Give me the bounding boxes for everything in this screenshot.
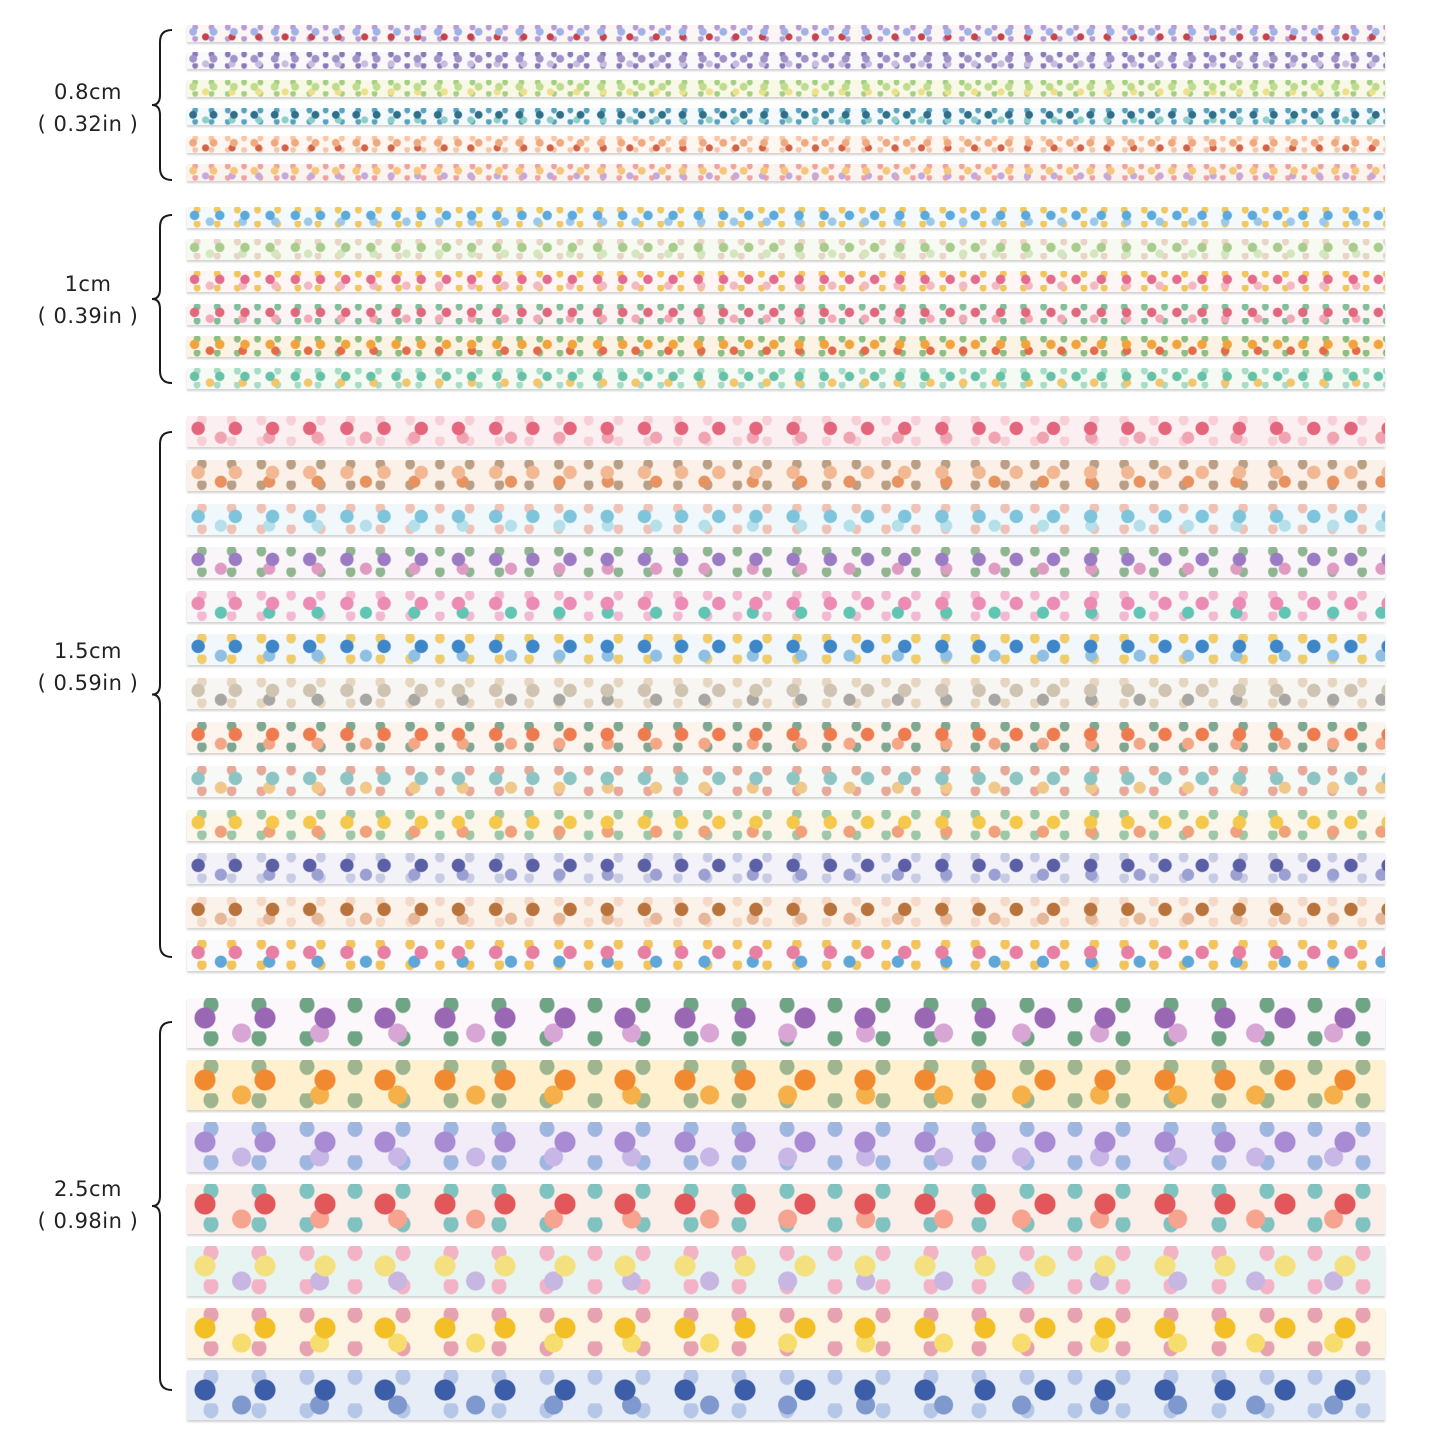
washi-tape-strip	[187, 897, 1385, 928]
washi-tape-strip	[187, 1308, 1385, 1358]
curly-brace	[151, 431, 173, 958]
washi-tape-strip	[187, 239, 1385, 260]
washi-tape-strip	[187, 940, 1385, 971]
curly-brace	[151, 1021, 173, 1391]
size-label: 1cm ( 0.39in )	[18, 268, 158, 332]
washi-tape-strip	[187, 136, 1385, 153]
washi-tape-strip	[187, 853, 1385, 884]
washi-tape-strip	[187, 810, 1385, 841]
size-cm: 1cm	[64, 272, 112, 296]
washi-tape-strip	[187, 52, 1385, 69]
washi-tape-strip	[187, 591, 1385, 622]
washi-tape-strip	[187, 1370, 1385, 1420]
washi-tape-strip	[187, 164, 1385, 181]
washi-tape-strip	[187, 678, 1385, 709]
washi-tape-strip	[187, 722, 1385, 753]
washi-tape-strip	[187, 1246, 1385, 1296]
washi-tape-strip	[187, 1122, 1385, 1172]
washi-tape-strip	[187, 634, 1385, 665]
washi-tape-strip	[187, 80, 1385, 97]
size-label: 2.5cm ( 0.98in )	[18, 1173, 158, 1237]
size-label: 1.5cm ( 0.59in )	[18, 635, 158, 699]
washi-tape-strip	[187, 336, 1385, 357]
size-in: ( 0.39in )	[37, 304, 139, 328]
washi-tape-strip	[187, 547, 1385, 578]
size-label: 0.8cm ( 0.32in )	[18, 76, 158, 140]
washi-tape-strip	[187, 368, 1385, 389]
curly-brace	[151, 29, 173, 181]
size-cm: 0.8cm	[54, 80, 122, 104]
washi-tape-strip	[187, 1184, 1385, 1234]
washi-tape-strip	[187, 504, 1385, 535]
size-cm: 1.5cm	[54, 639, 122, 663]
washi-tape-strip	[187, 416, 1385, 447]
washi-tape-strip	[187, 304, 1385, 325]
washi-tape-strip	[187, 207, 1385, 228]
washi-tape-strip	[187, 108, 1385, 125]
washi-tape-strip	[187, 766, 1385, 797]
washi-tape-strip	[187, 1060, 1385, 1110]
washi-tape-strip	[187, 998, 1385, 1048]
washi-tape-strip	[187, 271, 1385, 292]
washi-tape-strip	[187, 460, 1385, 491]
size-in: ( 0.98in )	[37, 1209, 139, 1233]
washi-tape-strip	[187, 25, 1385, 42]
size-in: ( 0.59in )	[37, 671, 139, 695]
size-in: ( 0.32in )	[37, 112, 139, 136]
curly-brace	[151, 214, 173, 384]
size-cm: 2.5cm	[54, 1177, 122, 1201]
